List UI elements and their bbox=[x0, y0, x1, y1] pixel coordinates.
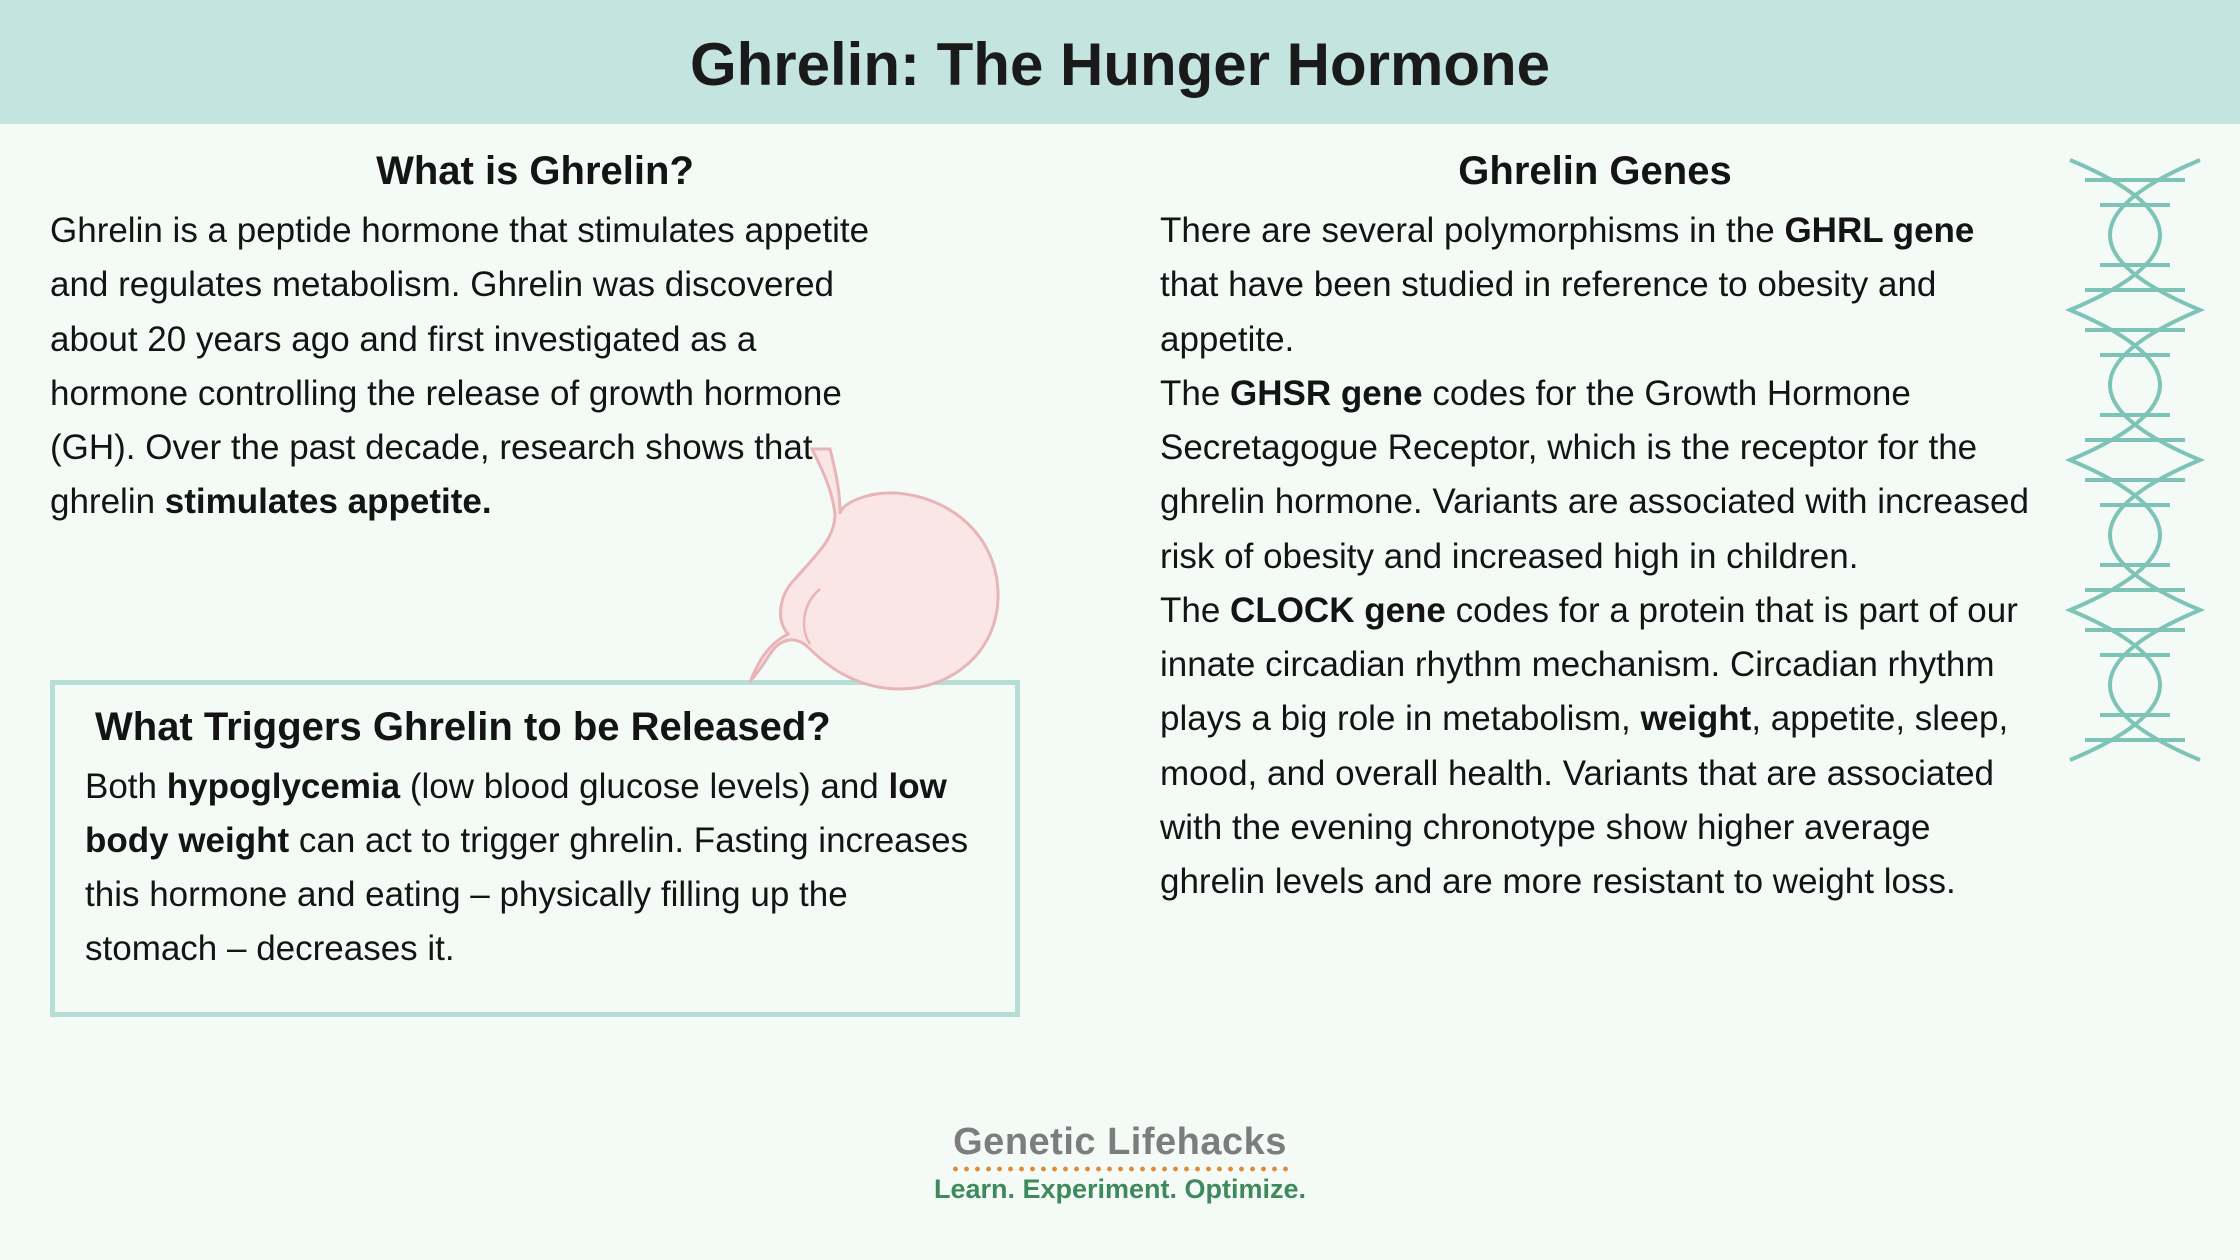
dot-divider bbox=[950, 1166, 1290, 1172]
triggers-text: Both hypoglycemia (low blood glucose lev… bbox=[85, 760, 985, 977]
triggers-box: What Triggers Ghrelin to be Released? Bo… bbox=[50, 680, 1020, 1017]
brand-name: Genetic Lifehacks bbox=[0, 1121, 2240, 1164]
right-column: Ghrelin Genes There are several polymorp… bbox=[1160, 149, 2030, 1017]
content-area: What is Ghrelin? Ghrelin is a peptide ho… bbox=[0, 124, 2240, 1017]
intro-text: Ghrelin is a peptide hormone that stimul… bbox=[50, 204, 880, 530]
page-title: Ghrelin: The Hunger Hormone bbox=[0, 30, 2240, 99]
triggers-heading: What Triggers Ghrelin to be Released? bbox=[95, 705, 985, 750]
genes-text: There are several polymorphisms in the G… bbox=[1160, 204, 2030, 909]
left-column: What is Ghrelin? Ghrelin is a peptide ho… bbox=[50, 149, 1020, 1017]
brand-tagline: Learn. Experiment. Optimize. bbox=[0, 1174, 2240, 1205]
header-bar: Ghrelin: The Hunger Hormone bbox=[0, 0, 2240, 124]
genes-heading: Ghrelin Genes bbox=[1160, 149, 2030, 194]
intro-heading: What is Ghrelin? bbox=[50, 149, 1020, 194]
footer: Genetic Lifehacks Learn. Experiment. Opt… bbox=[0, 1121, 2240, 1205]
